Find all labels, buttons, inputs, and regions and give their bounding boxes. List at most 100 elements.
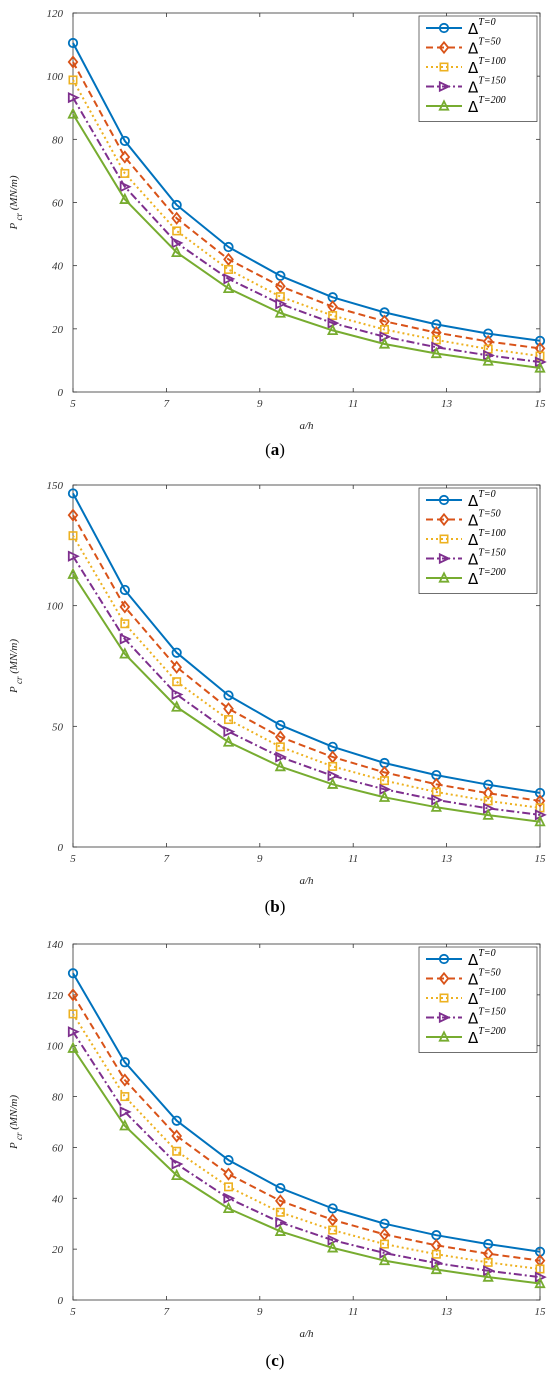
y-tick-label: 80 — [52, 1092, 64, 1104]
data-point-series-0 — [119, 584, 130, 596]
x-tick-label: 9 — [257, 398, 263, 410]
series-line-4 — [72, 1047, 541, 1285]
legend-symbol: Δ — [468, 59, 479, 77]
legend-item-0: ΔT=0 — [426, 948, 496, 969]
data-point-series-1 — [119, 600, 131, 614]
legend-symbol: Δ — [468, 1029, 479, 1047]
data-point-series-2 — [379, 1239, 389, 1249]
y-tick-label: 140 — [47, 939, 64, 951]
chart-panel-a: 5 7 9 11 13 15 0 20 40 60 80 100 120 a/h P cr (MN/m) ΔT… — [0, 0, 550, 462]
legend-label: ΔT=200 — [468, 567, 506, 588]
y-axis-label: P cr (MN/m) — [8, 175, 24, 230]
legend-label: ΔT=150 — [468, 1007, 506, 1028]
series-group-2 — [68, 531, 545, 813]
legend-symbol: Δ — [468, 531, 479, 549]
data-point-series-3 — [119, 181, 132, 193]
x-axis-label: a/h — [299, 875, 314, 887]
series-group-3 — [67, 92, 547, 368]
series-group-3 — [67, 1026, 547, 1283]
data-point-series-0 — [275, 720, 286, 731]
series-line-1 — [72, 61, 541, 350]
legend-symbol: Δ — [468, 1010, 479, 1028]
series-line-2 — [72, 79, 541, 357]
data-point-series-2 — [224, 264, 234, 274]
series-line-3 — [72, 1031, 541, 1279]
data-point-series-4 — [326, 1241, 339, 1253]
data-point-series-2 — [379, 324, 389, 334]
data-point-series-0 — [67, 37, 79, 49]
y-axis-label-main: P — [8, 686, 20, 694]
x-axis-label: a/h — [299, 1328, 314, 1340]
data-point-series-4 — [119, 192, 131, 204]
legend-box — [418, 946, 538, 1053]
y-tick-label: 50 — [52, 721, 64, 733]
legend-marker — [438, 971, 450, 986]
panel-caption: (b) — [265, 897, 286, 916]
legend-label: ΔT=100 — [468, 528, 506, 549]
data-point-series-3 — [223, 726, 236, 738]
legend-superscript: T=50 — [478, 509, 500, 520]
data-point-series-4 — [274, 306, 287, 318]
data-point-series-0 — [119, 135, 130, 147]
x-tick-label: 7 — [164, 398, 170, 410]
data-point-series-2 — [431, 335, 441, 345]
data-point-series-4 — [482, 354, 494, 366]
legend-symbol: Δ — [468, 570, 479, 588]
legend-item-2: ΔT=100 — [426, 528, 506, 549]
legend-item-4: ΔT=200 — [426, 1026, 506, 1047]
y-axis-label: P cr (MN/m) — [8, 639, 24, 694]
x-tick-label: 11 — [348, 398, 358, 410]
plot-area-frame — [72, 943, 541, 1301]
data-point-series-1 — [274, 1194, 286, 1208]
data-point-series-1 — [274, 279, 286, 293]
data-point-series-3 — [119, 633, 132, 645]
data-point-series-3 — [223, 273, 236, 285]
data-point-series-2 — [328, 311, 338, 321]
data-point-series-0 — [275, 1183, 286, 1194]
data-point-series-2 — [172, 226, 182, 236]
series-group-4 — [67, 107, 546, 373]
x-tick-label: 5 — [70, 1306, 76, 1318]
legend-superscript: T=50 — [478, 37, 500, 48]
data-point-series-2 — [172, 677, 182, 687]
data-point-series-1 — [171, 211, 183, 225]
legend-symbol: Δ — [468, 951, 479, 969]
x-tick-label: 15 — [535, 853, 547, 865]
series-line-1 — [72, 994, 541, 1262]
y-axis-label-main: P — [8, 1142, 20, 1150]
data-point-series-4 — [534, 361, 546, 373]
legend-item-4: ΔT=200 — [426, 567, 506, 588]
series-group-4 — [67, 1041, 546, 1289]
legend-box — [418, 15, 538, 122]
data-point-series-3 — [67, 1026, 80, 1038]
y-tick-label: 40 — [52, 1193, 64, 1205]
y-axis-label: P cr (MN/m) — [8, 1095, 24, 1150]
data-point-series-2 — [431, 787, 441, 797]
legend-marker — [438, 571, 450, 583]
series-group-1 — [67, 988, 546, 1268]
legend-superscript: T=150 — [478, 1007, 505, 1018]
data-point-series-4 — [67, 567, 79, 579]
legend-marker — [438, 512, 450, 527]
legend-superscript: T=200 — [478, 1026, 505, 1037]
data-point-series-3 — [67, 92, 80, 104]
data-point-series-2 — [483, 1257, 493, 1267]
legend-superscript: T=200 — [478, 95, 505, 106]
legend-symbol: Δ — [468, 98, 479, 116]
chart-panel-b: 5 7 9 11 13 15 0 50 100 150 a/h P cr (MN/m) ΔT=0 ΔT=5… — [0, 465, 550, 927]
data-point-series-4 — [430, 346, 442, 359]
series-line-0 — [72, 42, 541, 342]
x-tick-label: 7 — [164, 1306, 170, 1318]
legend-superscript: T=150 — [478, 76, 505, 87]
y-tick-label: 100 — [47, 71, 64, 83]
series-line-2 — [72, 1013, 541, 1270]
panel-caption: (c) — [266, 1351, 285, 1370]
chart-panel-c: 5 7 9 11 13 15 0 20 40 60 80 100 120 140 a/h P cr (MN/m… — [0, 930, 550, 1393]
data-point-series-2 — [68, 1009, 78, 1019]
x-tick-label: 13 — [441, 853, 453, 865]
legend-symbol: Δ — [468, 79, 479, 97]
x-tick-label: 11 — [348, 853, 358, 865]
y-tick-label: 100 — [47, 601, 64, 613]
